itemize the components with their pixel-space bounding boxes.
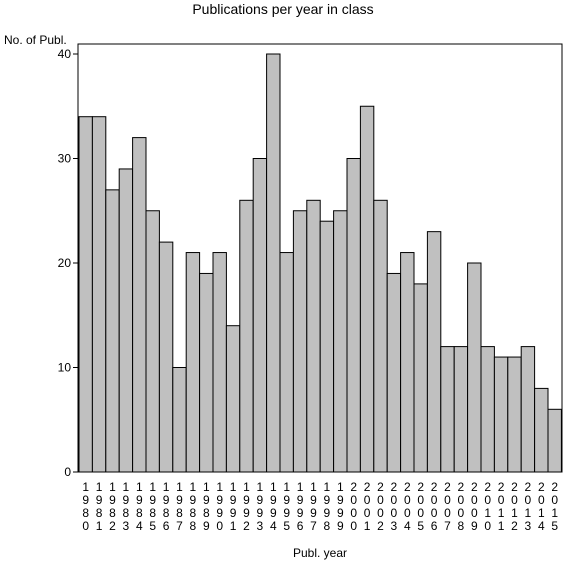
bar-1980 (78, 116, 93, 473)
y-tick-label: 30 (58, 152, 72, 166)
bar-2008 (453, 346, 469, 473)
bar-2007 (440, 346, 455, 473)
y-tick-label: 0 (64, 465, 71, 479)
bar-1981 (91, 116, 107, 473)
bar-1994 (266, 53, 281, 473)
bar-2000 (346, 158, 361, 473)
bar-2001 (359, 105, 375, 473)
bar-2005 (413, 283, 428, 473)
bar-1988 (185, 252, 201, 473)
x-axis-label: Publ. year (293, 546, 347, 560)
bar-2012 (507, 356, 522, 473)
bar-1993 (252, 158, 268, 473)
bar-2006 (426, 231, 442, 473)
x-ticks-group: 1 9 8 0 1 9 8 1 1 9 8 2 1 9 8 3 1 9 8 4 1 9 8 5 1 9 8 6 1 9 8 7 1 9 8 8 1 9 8 9… (82, 480, 558, 533)
y-tick-label: 40 (58, 47, 72, 61)
bar-1986 (158, 241, 174, 473)
bar-1992 (239, 199, 254, 473)
bar-2010 (480, 346, 495, 473)
bar-1998 (319, 220, 335, 473)
bar-2011 (493, 356, 509, 473)
bar-1989 (199, 272, 214, 473)
bar-1985 (145, 210, 160, 473)
bar-2002 (373, 199, 388, 473)
y-axis-label: No. of Publ. (4, 33, 67, 47)
chart-title: Publications per year in class (192, 1, 373, 17)
bar-1984 (132, 137, 147, 473)
bar-1999 (333, 210, 348, 473)
bar-2014 (534, 387, 549, 473)
plot-frame (77, 43, 563, 473)
y-tick-label: 10 (58, 361, 72, 375)
bar-2009 (467, 262, 482, 473)
bar-1990 (212, 252, 227, 473)
bar-1991 (225, 325, 241, 473)
bar-1995 (279, 252, 294, 473)
bar-1982 (105, 189, 120, 473)
bar-2015 (547, 408, 562, 473)
bar-1987 (172, 367, 187, 473)
bar-2013 (520, 346, 536, 473)
y-tick-label: 20 (58, 256, 72, 270)
bar-1997 (306, 199, 321, 473)
bar-1983 (118, 168, 134, 473)
bar-2004 (400, 252, 415, 473)
bar-1996 (292, 210, 308, 473)
y-ticks-group: 0 10 20 30 40 (58, 47, 78, 479)
bars-group (78, 53, 562, 473)
bar-2003 (386, 272, 402, 473)
